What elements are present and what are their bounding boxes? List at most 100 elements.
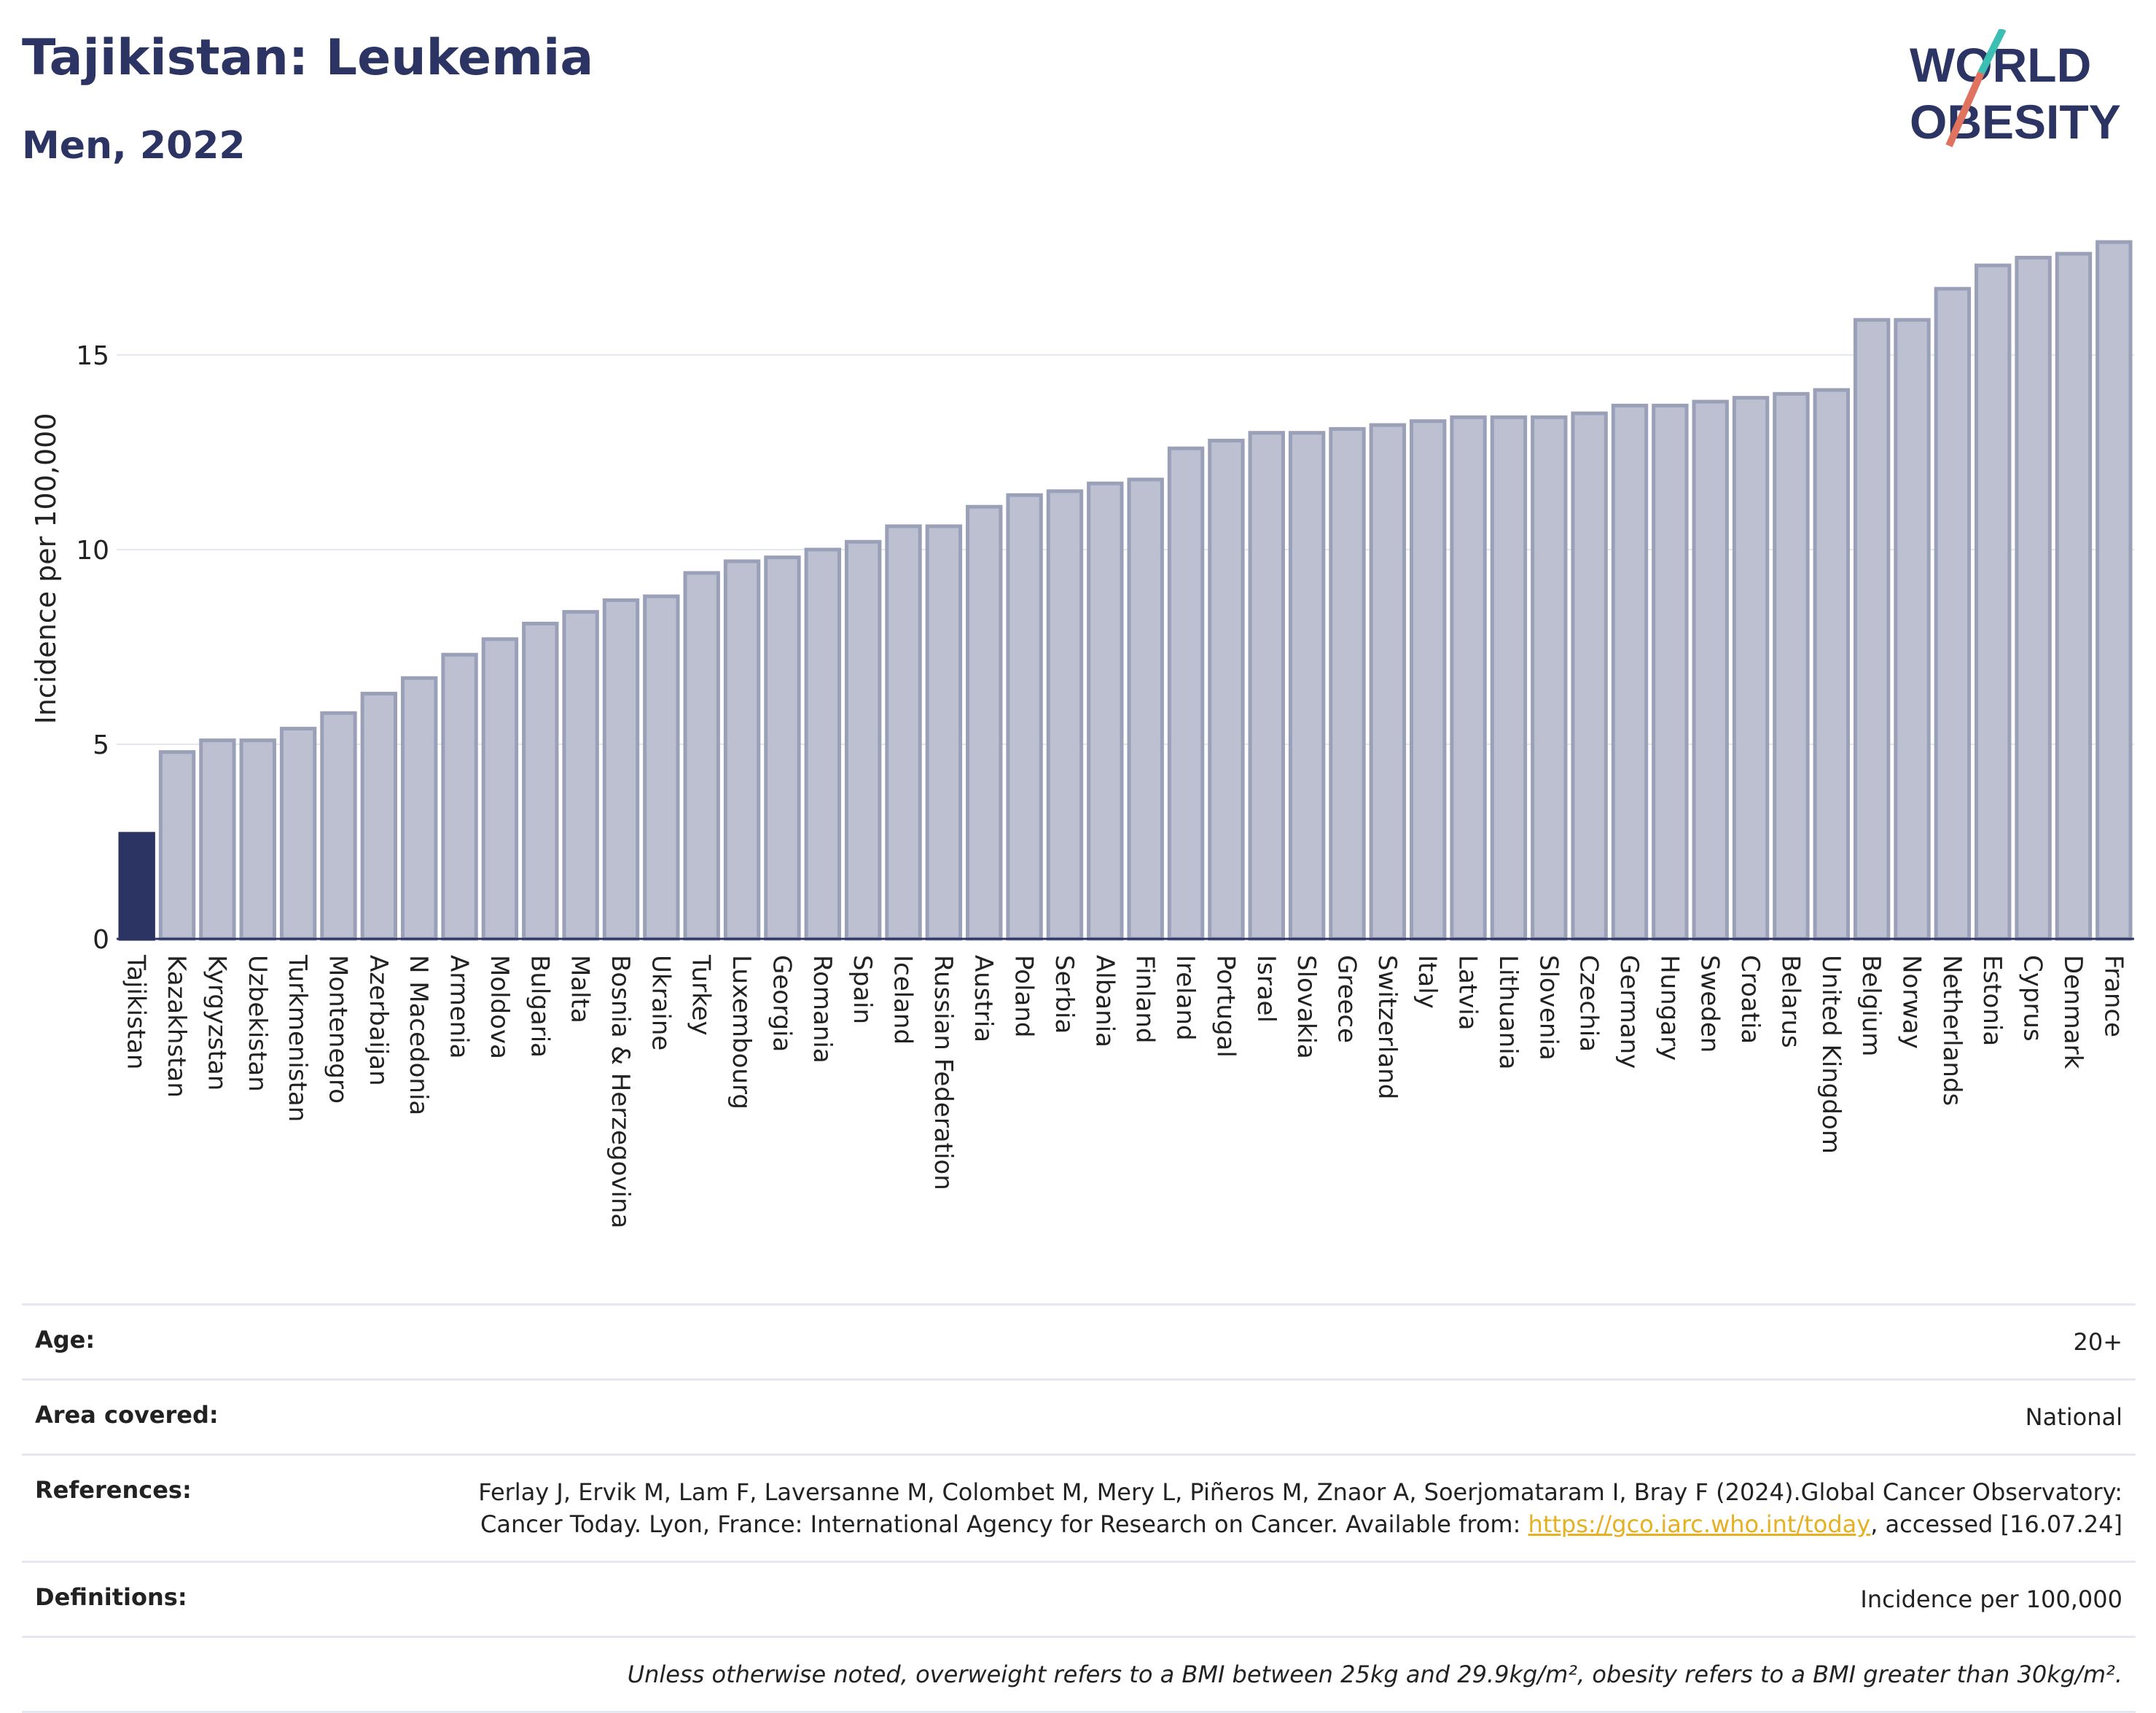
y-axis-label: Incidence per 100,000 — [30, 413, 62, 724]
meta-references-value: Ferlay J, Ervik M, Lam F, Laversanne M, … — [446, 1476, 2122, 1540]
logo-text-line1: WORLD — [1910, 38, 2091, 92]
bar-bulgaria — [522, 621, 559, 941]
x-tick-label: Switzerland — [1372, 955, 1402, 1099]
page-subtitle: Men, 2022 — [22, 124, 246, 168]
bar-turkmenistan — [279, 727, 317, 941]
x-tick-label: Norway — [1897, 955, 1926, 1049]
meta-area-value: National — [2025, 1403, 2122, 1431]
references-link[interactable]: https://gco.iarc.who.int/today — [1528, 1510, 1871, 1538]
x-tick-label: Kazakhstan — [162, 955, 191, 1098]
x-tick-label: United Kingdom — [1816, 955, 1846, 1154]
x-tick-label: Turkey — [687, 954, 716, 1036]
x-tick-label: Romania — [808, 955, 837, 1064]
bar-norway — [1894, 318, 1931, 941]
x-tick-label: Kyrgyzstan — [202, 955, 231, 1090]
x-tick-label: Cyprus — [2018, 955, 2047, 1042]
bar-france — [2096, 240, 2133, 941]
x-tick-label: Italy — [1413, 955, 1442, 1009]
bar-armenia — [441, 652, 478, 941]
bar-italy — [1410, 419, 1447, 941]
y-tick-label: 15 — [76, 341, 109, 371]
x-tick-label: Moldova — [485, 955, 514, 1059]
bar-romania — [804, 547, 841, 941]
y-tick-label: 5 — [93, 730, 109, 760]
bar-iceland — [885, 524, 922, 941]
x-tick-label: N Macedonia — [404, 955, 433, 1115]
x-tick-label: Hungary — [1655, 955, 1684, 1061]
bars — [118, 240, 2133, 941]
x-tick-label: Russian Federation — [929, 955, 958, 1190]
bar-azerbaijan — [360, 692, 398, 941]
bar-n-macedonia — [401, 676, 438, 941]
x-tick-label: Malta — [566, 955, 595, 1023]
bar-latvia — [1450, 415, 1487, 941]
x-tick-label: Ukraine — [646, 955, 675, 1050]
bar-lithuania — [1490, 415, 1528, 941]
x-tick-label: Ireland — [1171, 955, 1200, 1041]
x-tick-label: Denmark — [2058, 955, 2087, 1069]
bar-serbia — [1046, 489, 1084, 941]
bar-cyprus — [2015, 255, 2052, 941]
meta-row-area: Area covered: National — [22, 1378, 2136, 1453]
x-tick-label: Finland — [1130, 955, 1160, 1044]
x-tick-label: Georgia — [767, 955, 796, 1052]
bar-albania — [1087, 481, 1124, 941]
logo-slash-teal — [1977, 29, 2007, 75]
x-tick-label: Sweden — [1695, 955, 1725, 1053]
x-tick-label: Turkmenistan — [283, 954, 312, 1122]
bar-bosnia-herzegovina — [602, 598, 640, 941]
bar-ireland — [1167, 446, 1205, 941]
x-tick-label: Portugal — [1211, 955, 1240, 1058]
world-obesity-logo: WORLD OBESITY — [1910, 29, 2121, 149]
x-tick-label: Iceland — [888, 955, 918, 1045]
meta-references-label: References: — [35, 1476, 192, 1504]
x-tick-label: Netherlands — [1937, 955, 1966, 1106]
bar-portugal — [1208, 438, 1245, 941]
bar-austria — [966, 504, 1003, 941]
bar-tajikistan — [118, 832, 155, 941]
x-tick-label: Lithuania — [1493, 955, 1523, 1069]
x-tick-label: Belgium — [1856, 955, 1886, 1056]
x-tick-label: Uzbekistan — [243, 955, 272, 1092]
y-tick-label: 10 — [76, 536, 109, 566]
y-axis-ticks: 0 5 10 15 — [76, 341, 109, 955]
x-tick-label: Czechia — [1574, 955, 1604, 1052]
bar-croatia — [1732, 396, 1770, 941]
meta-row-references: References: Ferlay J, Ervik M, Lam F, La… — [22, 1453, 2136, 1561]
bar-luxembourg — [723, 559, 761, 941]
x-tick-label: Estonia — [1977, 955, 2007, 1046]
x-tick-label: Austria — [969, 955, 998, 1042]
bar-slovakia — [1288, 431, 1326, 941]
bar-slovenia — [1531, 415, 1568, 941]
x-tick-label: Tajikistan — [122, 954, 151, 1069]
x-tick-label: Armenia — [445, 955, 474, 1059]
x-tick-label: Montenegro — [323, 955, 352, 1104]
x-tick-label: Latvia — [1453, 955, 1483, 1031]
x-tick-label: Poland — [1009, 955, 1039, 1038]
x-tick-label: Spain — [848, 955, 877, 1024]
meta-row-note: Unless otherwise noted, overweight refer… — [22, 1636, 2136, 1713]
bar-spain — [844, 539, 882, 941]
x-tick-label: Germany — [1614, 955, 1644, 1069]
bar-georgia — [764, 555, 801, 941]
bar-united-kingdom — [1813, 388, 1850, 941]
bmi-note: Unless otherwise noted, overweight refer… — [627, 1661, 2122, 1688]
logo-text-line2: OBESITY — [1910, 95, 2121, 149]
bar-denmark — [2055, 251, 2093, 941]
bar-czechia — [1571, 411, 1608, 941]
bar-belgium — [1853, 318, 1891, 941]
x-tick-label: Bosnia & Herzegovina — [606, 955, 635, 1228]
x-tick-label: Albania — [1090, 955, 1119, 1047]
x-tick-label: Serbia — [1050, 955, 1079, 1034]
bar-sweden — [1692, 399, 1729, 941]
meta-row-definitions: Definitions: Incidence per 100,000 — [22, 1561, 2136, 1636]
x-tick-label: Croatia — [1735, 955, 1765, 1044]
x-tick-label: Belarus — [1776, 955, 1805, 1048]
bar-moldova — [481, 637, 519, 941]
x-tick-label: Greece — [1332, 955, 1361, 1043]
bar-turkey — [683, 571, 720, 941]
bar-israel — [1248, 431, 1285, 941]
bar-netherlands — [1934, 286, 1972, 941]
bar-montenegro — [320, 711, 357, 941]
x-tick-label: Israel — [1251, 955, 1281, 1023]
